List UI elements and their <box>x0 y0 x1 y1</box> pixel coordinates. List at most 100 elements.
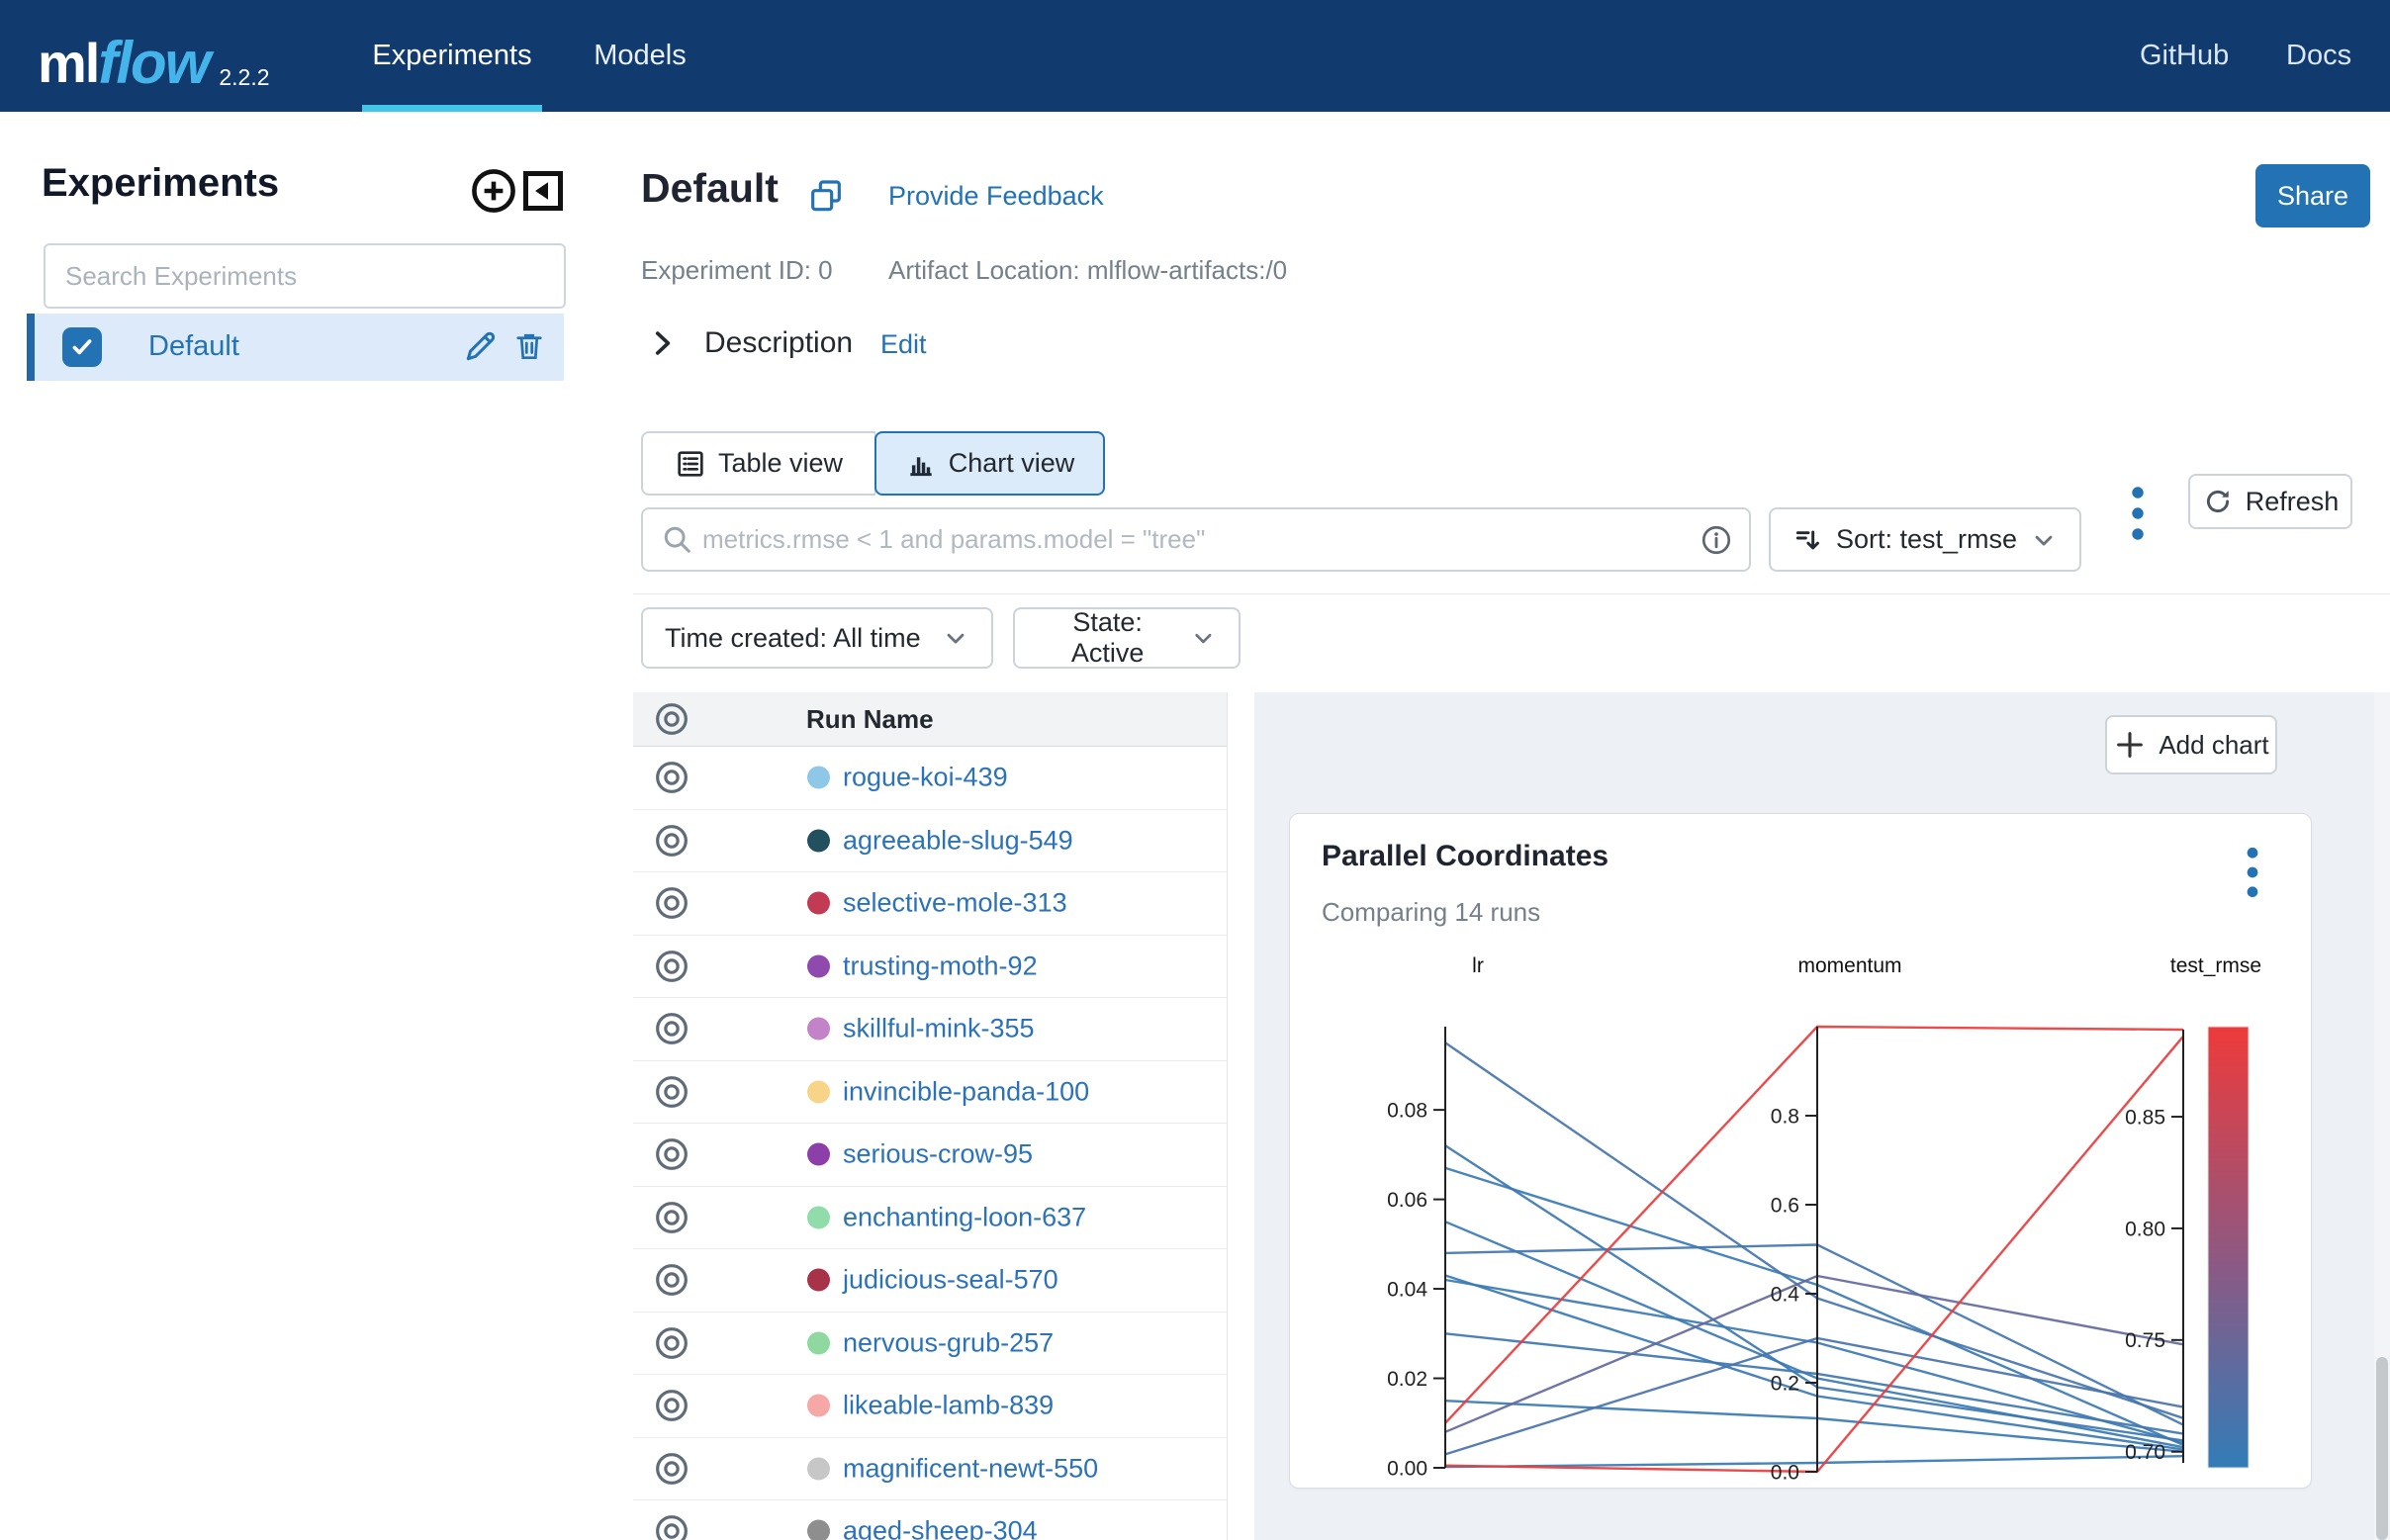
run-name-link[interactable]: invincible-panda-100 <box>843 1076 1090 1107</box>
toggle-all-visibility-button[interactable] <box>652 699 691 739</box>
run-name-link[interactable]: serious-crow-95 <box>843 1138 1034 1169</box>
logo-flow-text: flow <box>98 30 211 96</box>
run-visibility-toggle[interactable] <box>652 1386 691 1425</box>
github-link[interactable]: GitHub <box>2140 0 2229 112</box>
run-visibility-toggle[interactable] <box>652 821 691 861</box>
create-experiment-button[interactable] <box>469 166 518 219</box>
docs-link[interactable]: Docs <box>2286 0 2351 112</box>
time-created-filter-label: Time created: All time <box>665 622 921 653</box>
run-visibility-toggle[interactable] <box>652 1260 691 1300</box>
experiment-search-input[interactable] <box>44 243 566 309</box>
axis-tick-label: 0.06 <box>1387 1189 1427 1212</box>
plus-icon <box>2117 732 2144 758</box>
run-visibility-toggle[interactable] <box>652 1072 691 1112</box>
chart-view-label: Chart view <box>948 448 1075 478</box>
state-filter[interactable]: State: Active <box>1013 607 1241 669</box>
share-button[interactable]: Share <box>2255 164 2370 227</box>
run-visibility-toggle[interactable] <box>652 758 691 797</box>
run-filter-input[interactable] <box>694 524 1700 555</box>
description-expand-button[interactable] <box>645 326 679 363</box>
run-row: agreeable-slug-549 <box>633 809 1227 872</box>
run-visibility-toggle[interactable] <box>652 883 691 923</box>
eye-icon <box>656 887 688 920</box>
run-row: skillful-mink-355 <box>633 998 1227 1061</box>
axis-name-label[interactable]: lr <box>1472 954 1484 977</box>
axis-tick-label: 0.6 <box>1771 1194 1799 1217</box>
sidebar-item-default[interactable]: Default <box>27 314 564 381</box>
add-chart-button[interactable]: Add chart <box>2105 715 2277 774</box>
chart-title: Parallel Coordinates <box>1322 840 1609 872</box>
run-name-link[interactable]: nervous-grub-257 <box>843 1327 1055 1358</box>
run-name-link[interactable]: skillful-mink-355 <box>843 1013 1035 1043</box>
time-created-filter[interactable]: Time created: All time <box>641 607 993 669</box>
rename-experiment-button[interactable] <box>462 327 500 368</box>
run-row: magnificent-newt-550 <box>633 1437 1227 1500</box>
run-visibility-toggle[interactable] <box>652 947 691 986</box>
more-options-menu-button[interactable] <box>2117 481 2159 546</box>
run-name-link[interactable]: rogue-koi-439 <box>843 762 1008 792</box>
description-edit-link[interactable]: Edit <box>880 329 927 359</box>
axis-tick-label: 0.00 <box>1387 1457 1427 1480</box>
run-row: trusting-moth-92 <box>633 935 1227 998</box>
list-icon <box>678 450 703 477</box>
run-name-link[interactable]: enchanting-loon-637 <box>843 1202 1087 1232</box>
run-color-dot <box>807 1142 830 1166</box>
axis-tick-label: 0.4 <box>1771 1283 1800 1306</box>
copy-experiment-link-button[interactable] <box>806 176 846 219</box>
plus-circle-icon <box>472 169 515 213</box>
run-name-link[interactable]: magnificent-newt-550 <box>843 1453 1099 1484</box>
run-name-link[interactable]: trusting-moth-92 <box>843 951 1038 981</box>
axis-name-label[interactable]: test_rmse <box>2170 954 2261 977</box>
run-color-dot <box>807 891 830 915</box>
run-row: judicious-seal-570 <box>633 1249 1227 1313</box>
tab-experiments[interactable]: Experiments <box>362 0 542 112</box>
info-icon[interactable] <box>1700 523 1733 557</box>
parcoords-run-line <box>1444 1455 2184 1469</box>
run-color-dot <box>807 1080 830 1104</box>
bar-chart-icon <box>910 456 932 476</box>
experiment-name-label: Default <box>148 330 239 362</box>
run-color-dot <box>807 1017 830 1041</box>
parallel-coordinates-canvas[interactable]: 0.00 0.02 0.04 0.06 0.08 lr 0.0 0.2 0.4 0.6 0.8 mom… <box>1290 814 2313 1490</box>
github-link-label: GitHub <box>2140 40 2230 71</box>
sort-dropdown[interactable]: Sort: test_rmse <box>1769 507 2081 572</box>
collapse-sidebar-button[interactable] <box>518 166 568 219</box>
provide-feedback-link[interactable]: Provide Feedback <box>888 181 1104 211</box>
eye-icon <box>656 1264 688 1297</box>
logo-ml-text: ml <box>38 32 100 94</box>
run-name-link[interactable]: agreeable-slug-549 <box>843 825 1073 856</box>
refresh-button[interactable]: Refresh <box>2188 474 2352 529</box>
eye-icon <box>656 1515 688 1540</box>
chart-view-button[interactable]: Chart view <box>874 431 1105 496</box>
run-row: likeable-lamb-839 <box>633 1375 1227 1438</box>
run-name-link[interactable]: aged-sheep-304 <box>843 1515 1038 1540</box>
run-color-dot <box>807 766 830 789</box>
copy-icon <box>811 180 841 212</box>
run-visibility-toggle[interactable] <box>652 1323 691 1363</box>
run-visibility-toggle[interactable] <box>652 1009 691 1048</box>
mlflow-logo[interactable]: ml flow 2.2.2 <box>38 18 270 97</box>
run-visibility-toggle[interactable] <box>652 1511 691 1540</box>
charts-panel: Add chart Parallel Coordinates Comparing… <box>1254 692 2378 1540</box>
axis-name-label[interactable]: momentum <box>1797 954 1901 977</box>
toolbar-divider <box>633 593 2390 594</box>
run-visibility-toggle[interactable] <box>652 1198 691 1237</box>
table-view-button[interactable]: Table view <box>641 431 875 496</box>
run-row: selective-mole-313 <box>633 872 1227 936</box>
delete-experiment-button[interactable] <box>511 328 547 367</box>
run-name-link[interactable]: judicious-seal-570 <box>843 1264 1058 1295</box>
run-name-link[interactable]: likeable-lamb-839 <box>843 1390 1055 1420</box>
run-visibility-toggle[interactable] <box>652 1449 691 1489</box>
sort-label: Sort: test_rmse <box>1836 524 2018 554</box>
run-name-link[interactable]: selective-mole-313 <box>843 887 1067 918</box>
chart-options-menu-button[interactable] <box>2232 842 2273 903</box>
experiments-panel-title: Experiments <box>42 161 280 205</box>
run-row: rogue-koi-439 <box>633 747 1227 810</box>
vertical-scrollbar-track[interactable] <box>2374 692 2390 1540</box>
kebab-menu-icon <box>2132 487 2144 540</box>
axis-tick-label: 0.80 <box>2125 1218 2165 1240</box>
vertical-scrollbar-thumb[interactable] <box>2376 1357 2388 1540</box>
run-visibility-toggle[interactable] <box>652 1134 691 1174</box>
experiment-checkbox[interactable] <box>62 327 102 367</box>
tab-models[interactable]: Models <box>586 0 694 112</box>
